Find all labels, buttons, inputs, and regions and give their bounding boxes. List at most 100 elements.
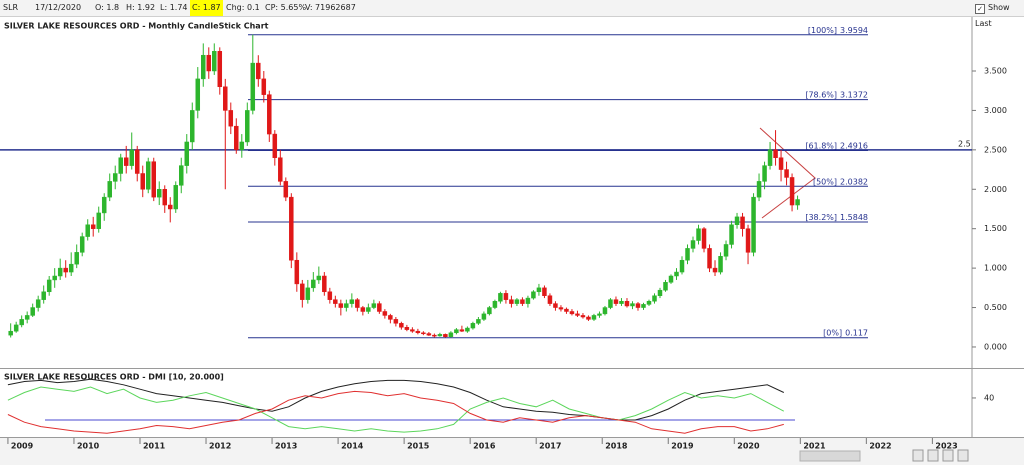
candle-body (718, 256, 723, 273)
candle-body (52, 275, 57, 281)
candle-body (580, 315, 586, 318)
candle-body (432, 334, 437, 337)
candle-body (619, 300, 624, 304)
candle-body (377, 303, 382, 312)
candle-body (179, 165, 184, 186)
candle-body (740, 216, 745, 229)
candle-body (729, 224, 734, 245)
candle-body (19, 319, 24, 326)
candle-body (613, 299, 619, 304)
candle-body (239, 141, 245, 151)
candle-body (762, 165, 767, 182)
x-tick-label: 2022 (869, 442, 891, 451)
candle-body (696, 228, 701, 241)
volume: V: 71962687 (305, 3, 356, 12)
candle-body (789, 177, 795, 206)
candle-body (652, 295, 657, 302)
x-tick-label: 2021 (803, 442, 826, 451)
candle-body (256, 62, 261, 80)
x-tick-label: 2020 (737, 442, 760, 451)
price-axis-area (972, 16, 1024, 465)
candle-body (190, 110, 195, 143)
candle-body (437, 334, 443, 337)
candle-body (316, 275, 322, 281)
candle-body (514, 299, 520, 304)
candle-body (151, 161, 156, 198)
candle-body (261, 78, 267, 95)
zoom-button[interactable] (927, 449, 939, 462)
candle-body (223, 86, 228, 111)
toolbar: SLR 17/12/2020 O: 1.8 H: 1.92 L: 1.74 C:… (0, 0, 1024, 28)
x-tick-label: 2019 (671, 442, 694, 451)
candle-body (668, 275, 674, 283)
candle-body (35, 299, 41, 308)
candle-body (300, 283, 305, 300)
candle-body (162, 189, 168, 206)
candle-body (443, 334, 448, 337)
candle-body (382, 311, 388, 316)
candle-body (487, 307, 492, 315)
fib-level-label: [0%] 0.117 (823, 328, 868, 337)
candle-body (327, 291, 333, 300)
candle-body (679, 259, 685, 273)
x-tick-label: 2009 (11, 442, 34, 451)
candle-body (421, 332, 426, 335)
candle-body (547, 295, 553, 304)
candle-body (145, 161, 151, 190)
scroll-button[interactable] (942, 449, 954, 462)
candle-body (68, 263, 74, 273)
candle-body (465, 327, 470, 332)
candle-body (784, 169, 789, 178)
candle-body (459, 329, 465, 332)
candle-body (564, 308, 569, 312)
y-tick-label: 2.500 (984, 145, 1007, 154)
candle-body (751, 196, 756, 253)
candle-body (481, 313, 487, 320)
candle-body (470, 323, 476, 329)
y-tick-label: 3.000 (984, 106, 1007, 115)
candle-body (674, 271, 679, 277)
candle-body (723, 244, 729, 257)
candle-body (509, 299, 514, 304)
candle-body (245, 110, 250, 143)
candle-body (201, 54, 206, 80)
candle-body (123, 157, 129, 166)
symbol: SLR (3, 3, 19, 12)
candle-body (542, 287, 547, 296)
candle-body (8, 330, 13, 336)
scrollbar[interactable] (799, 450, 861, 462)
candle-body (322, 275, 327, 293)
candle-body (404, 327, 410, 330)
zoom-button[interactable] (912, 449, 924, 462)
candle-body (657, 289, 663, 296)
dmi-line (7, 378, 785, 421)
chart-title: SILVER LAKE RESOURCES ORD - Monthly Cand… (4, 22, 269, 31)
candle-body (85, 224, 90, 237)
fib-level-value: 1.5848 (840, 213, 868, 222)
fib-level-percent: [61.8%] (805, 141, 837, 150)
show-last[interactable]: ✓ Show Last (975, 3, 1010, 28)
y-tick-label: 1.500 (984, 224, 1007, 233)
candle-body (712, 267, 718, 273)
y-tick-label: 40 (984, 393, 994, 402)
candle-body (388, 315, 393, 320)
candle-body (90, 224, 96, 229)
x-tick-label: 2017 (539, 442, 561, 451)
candle-body (525, 297, 531, 304)
candle-body (46, 279, 52, 293)
candle-body (129, 149, 134, 166)
candle-body (355, 299, 360, 308)
fib-level-percent: [0%] (823, 328, 842, 337)
candle-body (586, 316, 591, 320)
candle-body (267, 94, 272, 135)
candle-body (553, 303, 558, 308)
candle-body (206, 54, 212, 72)
candle-body (234, 125, 239, 151)
candle-body (228, 110, 234, 127)
scroll-button[interactable] (957, 449, 969, 462)
candle-body (134, 149, 140, 174)
change-pct: CP: 5.65% (265, 3, 307, 12)
